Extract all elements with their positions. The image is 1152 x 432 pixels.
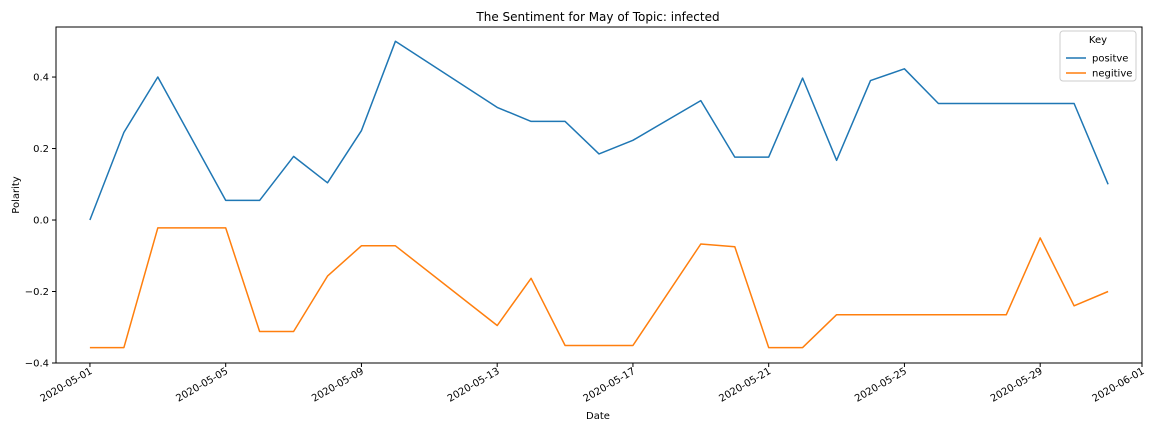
x-tick-label: 2020-05-21 <box>717 366 773 405</box>
x-tick-label: 2020-05-05 <box>174 366 230 405</box>
y-tick-label: 0.4 <box>33 73 49 84</box>
y-tick-label: −0.2 <box>25 287 49 298</box>
series-line-positve <box>89 40 1109 221</box>
x-tick-label: 2020-05-09 <box>310 366 366 405</box>
y-tick-label: 0.2 <box>33 144 49 155</box>
x-tick-label: 2020-05-17 <box>582 366 638 405</box>
legend-label-negitive: negitive <box>1092 69 1132 80</box>
y-tick-label: 0.0 <box>33 216 49 227</box>
plot-frame <box>55 26 1143 364</box>
plot-area: −0.4 −0.2 0.0 0.2 0.4 2020-05-01 2020-05-05 202… <box>25 26 1147 405</box>
x-tick-label: 2020-06-01 <box>1091 366 1147 405</box>
legend-title: Key <box>1089 35 1107 46</box>
series-line-negitive <box>89 227 1109 349</box>
x-axis-label: Date <box>586 411 610 422</box>
y-tick-label: −0.4 <box>25 359 49 370</box>
y-axis-label: Polarity <box>11 176 22 214</box>
x-tick-label: 2020-05-25 <box>853 366 909 405</box>
x-tick-label: 2020-05-13 <box>446 366 502 405</box>
chart-title: The Sentiment for May of Topic: infected <box>475 10 719 24</box>
legend-label-positve: positve <box>1092 54 1128 65</box>
legend-box <box>1059 30 1137 82</box>
legend: Key positve negitive <box>1059 30 1137 82</box>
x-tick-label: 2020-05-29 <box>989 366 1045 405</box>
x-tick-label: 2020-05-01 <box>39 366 95 405</box>
